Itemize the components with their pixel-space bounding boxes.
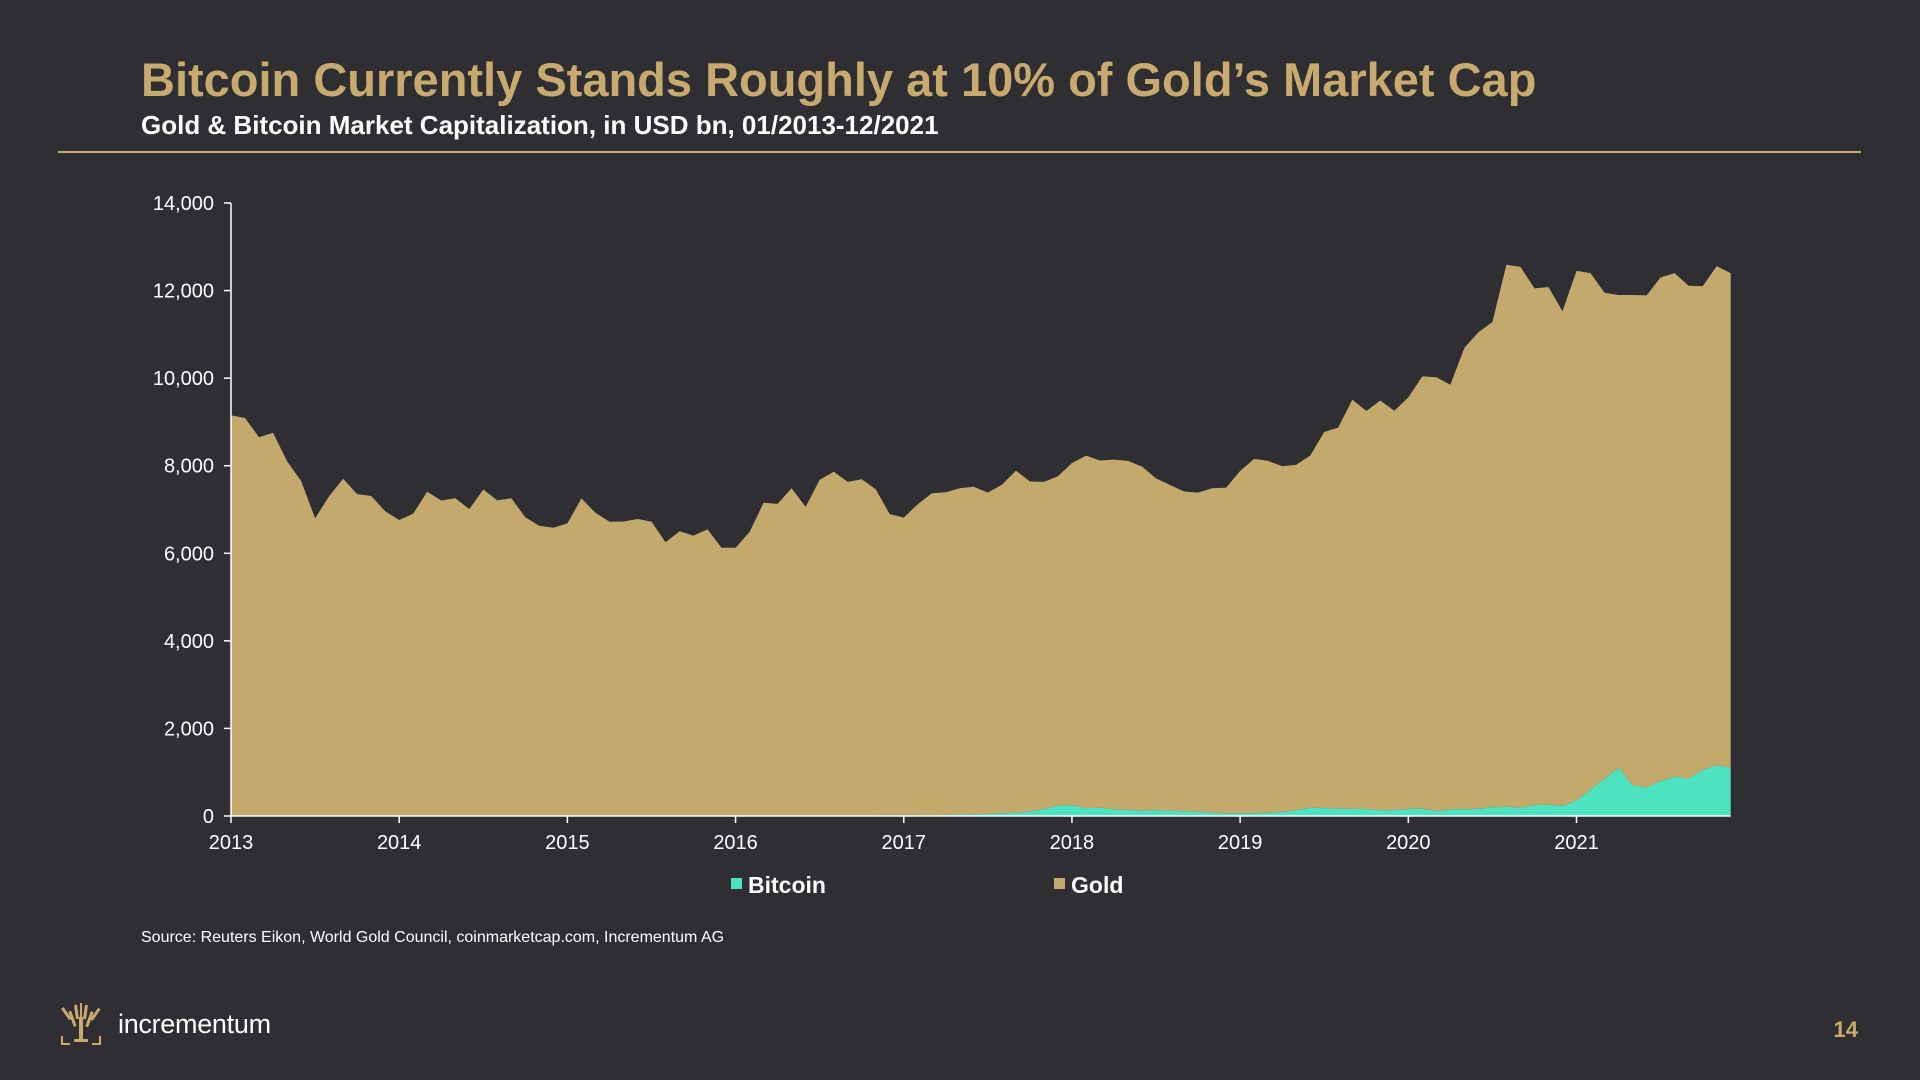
- logo-text: incrementum: [118, 1008, 271, 1039]
- y-tick-label: 0: [203, 806, 214, 828]
- chart-axes: [230, 203, 1731, 817]
- x-tick-label: 2017: [882, 832, 927, 854]
- title-divider: [58, 151, 1861, 153]
- tree-icon: [61, 1003, 101, 1045]
- legend-swatch-gold: [1054, 878, 1065, 889]
- y-tick-label: 14,000: [153, 193, 214, 215]
- y-axis-ticks: 0 2,000 4,000 6,000 8,000 10,000 12,000 14,000: [153, 193, 231, 828]
- legend-label-bitcoin: Bitcoin: [748, 872, 826, 898]
- y-tick-label: 8,000: [164, 456, 214, 478]
- x-axis-ticks: 2013 2014 2015 2016 2017 2018 2019 2020 2021: [209, 816, 1599, 854]
- y-tick-label: 10,000: [153, 368, 214, 390]
- y-tick-label: 6,000: [164, 543, 214, 565]
- chart-legend: Bitcoin Gold: [731, 872, 1123, 898]
- x-tick-label: 2013: [209, 832, 254, 854]
- source-note: Source: Reuters Eikon, World Gold Counci…: [141, 929, 725, 946]
- legend-swatch-bitcoin: [731, 878, 742, 889]
- chart-areas: [231, 264, 1731, 816]
- y-tick-label: 2,000: [164, 718, 214, 740]
- x-tick-label: 2021: [1554, 832, 1599, 854]
- legend-label-gold: Gold: [1071, 872, 1123, 898]
- slide-title: Bitcoin Currently Stands Roughly at 10% …: [141, 53, 1537, 106]
- x-tick-label: 2015: [545, 832, 590, 854]
- x-tick-label: 2018: [1050, 832, 1095, 854]
- company-logo: incrementum: [60, 1003, 271, 1045]
- page-number: 14: [1833, 1017, 1858, 1042]
- x-tick-label: 2014: [377, 832, 422, 854]
- x-tick-label: 2019: [1218, 832, 1263, 854]
- gold-area: [231, 264, 1731, 816]
- chart-subtitle: Gold & Bitcoin Market Capitalization, in…: [141, 110, 939, 140]
- y-tick-label: 12,000: [153, 281, 214, 303]
- x-tick-label: 2016: [713, 832, 758, 854]
- x-tick-label: 2020: [1386, 832, 1431, 854]
- bitcoin-area: [231, 765, 1731, 816]
- y-tick-label: 4,000: [164, 631, 214, 653]
